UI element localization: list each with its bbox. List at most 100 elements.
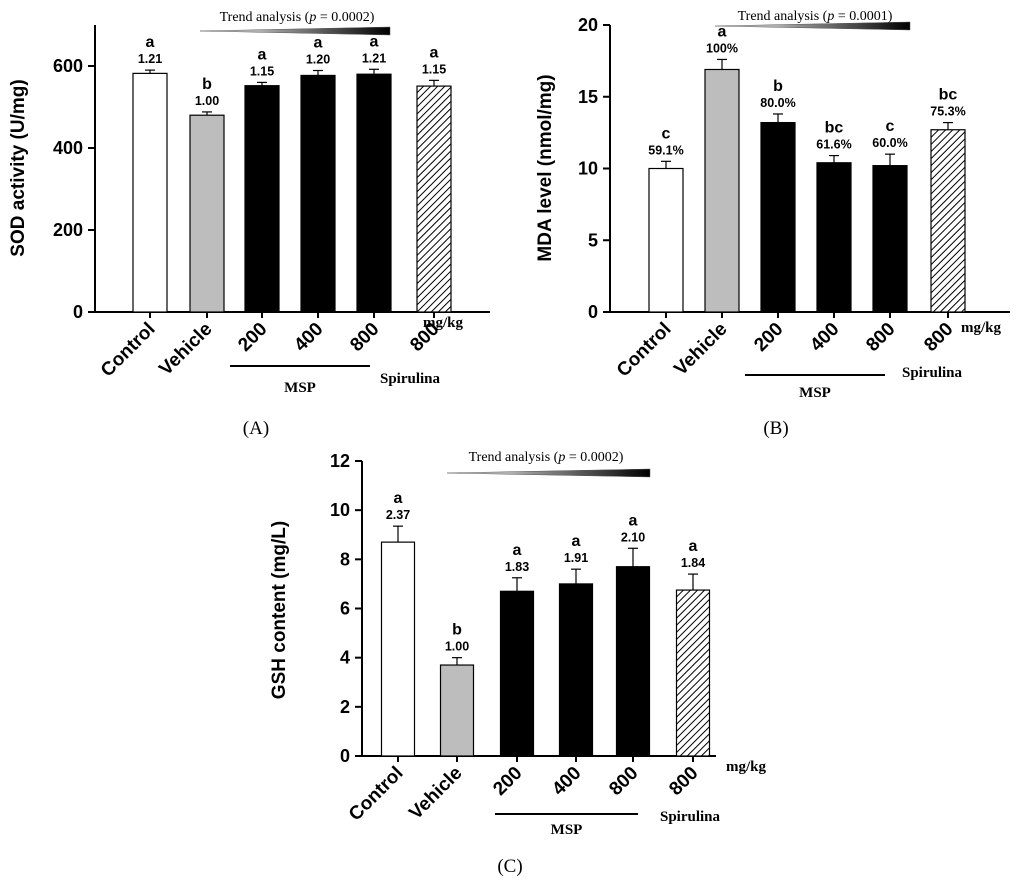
- value-label: 1.15: [422, 62, 446, 76]
- significance-letter: a: [394, 490, 403, 507]
- significance-letter: b: [452, 622, 462, 639]
- trend-suffix: = 0.0002): [565, 450, 623, 465]
- value-label: 100%: [706, 41, 738, 55]
- value-label: 1.83: [505, 560, 529, 574]
- trend-analysis-label: Trend analysis (p = 0.0001): [738, 9, 893, 24]
- y-tick-label: 20: [578, 15, 598, 35]
- panel-label: (A): [243, 418, 269, 439]
- y-axis-title: MDA level (nmol/mg): [535, 74, 556, 261]
- spirulina-group-label: Spirulina: [902, 365, 963, 381]
- bar-4: [356, 73, 392, 313]
- trend-gradient-bar: [199, 26, 391, 36]
- bar-3: [816, 162, 852, 313]
- value-label: 1.00: [445, 640, 469, 654]
- value-label: 1.21: [362, 51, 386, 65]
- trend-p: p: [308, 10, 316, 25]
- value-label: 60.0%: [872, 136, 907, 150]
- y-tick-label: 12: [330, 451, 350, 471]
- y-tick-label: 4: [340, 648, 350, 668]
- bar-3: [300, 74, 336, 313]
- category-label: Vehicle: [155, 319, 216, 380]
- msp-group-label: MSP: [551, 822, 583, 838]
- category-label: 200: [750, 319, 787, 356]
- category-label: 800: [665, 763, 702, 800]
- value-label: 2.10: [621, 530, 645, 544]
- bar-0: [648, 167, 684, 313]
- chart-panel-b: 0 5 10 15 20 MDA level (nmol/mg) Trend analysi…: [535, 9, 1010, 439]
- value-label: 80.0%: [760, 96, 795, 110]
- bar-5: [416, 85, 452, 313]
- trend-gradient-bar: [714, 21, 911, 31]
- spirulina-group-label: Spirulina: [660, 809, 721, 825]
- significance-letter: bc: [939, 87, 958, 104]
- significance-letter: c: [662, 125, 671, 142]
- y-tick-label: 0: [588, 302, 598, 322]
- y-axis-title: GSH content (mg/L): [269, 521, 290, 699]
- significance-letter: a: [430, 44, 439, 61]
- significance-letter: a: [689, 538, 698, 555]
- category-label: 400: [290, 319, 327, 356]
- bar-5: [675, 589, 711, 757]
- chart-panel-c: 0 2 4 6 8 10 12 GSH content (mg/L) Trend analysi…: [269, 450, 767, 877]
- value-label: 59.1%: [648, 143, 683, 157]
- value-label: 1.91: [564, 551, 588, 565]
- bar-1: [189, 114, 225, 313]
- panel-label: (B): [763, 418, 788, 439]
- trend-analysis-label: Trend analysis (p = 0.0002): [220, 10, 375, 25]
- panel-label: (C): [497, 856, 522, 877]
- y-tick-label: 0: [340, 746, 350, 766]
- significance-letter: a: [146, 34, 155, 51]
- trend-gradient-bar: [446, 468, 651, 478]
- unit-label: mg/kg: [961, 320, 1002, 336]
- category-label: 400: [548, 763, 585, 800]
- trend-prefix: Trend analysis (: [220, 10, 310, 25]
- category-label: Vehicle: [670, 319, 731, 380]
- bar-5: [930, 129, 966, 313]
- significance-letter: a: [572, 533, 581, 550]
- bar-0: [132, 72, 168, 313]
- category-label: 800: [346, 319, 383, 356]
- bar-3: [558, 583, 594, 757]
- category-label: 800: [920, 319, 957, 356]
- value-label: 1.21: [138, 52, 162, 66]
- bar-4: [615, 566, 651, 757]
- bar-2: [499, 590, 535, 757]
- significance-letter: bc: [825, 120, 844, 137]
- value-label: 1.15: [250, 64, 274, 78]
- significance-letter: a: [314, 35, 323, 52]
- significance-letter: b: [202, 76, 212, 93]
- y-tick-label: 600: [53, 56, 83, 76]
- msp-group-label: MSP: [799, 385, 831, 401]
- trend-p: p: [557, 450, 565, 465]
- value-label: 75.3%: [930, 105, 965, 119]
- trend-p: p: [826, 9, 834, 24]
- category-label: Vehicle: [405, 763, 466, 824]
- value-label: 1.20: [306, 53, 330, 67]
- value-label: 1.00: [195, 94, 219, 108]
- trend-suffix: = 0.0002): [316, 10, 374, 25]
- spirulina-group-label: Spirulina: [380, 371, 441, 387]
- chart-panel-a: 0 200 400 600 SOD activity (U/mg) Trend analy…: [8, 10, 490, 439]
- bar-1: [439, 664, 475, 757]
- category-label: Control: [345, 763, 408, 826]
- trend-suffix: = 0.0001): [834, 9, 892, 24]
- value-label: 2.37: [386, 508, 410, 522]
- bar-2: [244, 85, 280, 313]
- category-label: 400: [806, 319, 843, 356]
- y-tick-label: 400: [53, 138, 83, 158]
- y-tick-label: 2: [340, 697, 350, 717]
- bar-4: [872, 165, 908, 313]
- value-label: 61.6%: [816, 138, 851, 152]
- significance-letter: a: [718, 23, 727, 40]
- unit-label: mg/kg: [726, 759, 767, 775]
- y-tick-label: 10: [330, 500, 350, 520]
- y-axis-title: SOD activity (U/mg): [8, 79, 29, 256]
- significance-letter: b: [773, 78, 783, 95]
- unit-label: mg/kg: [423, 315, 464, 331]
- y-tick-label: 15: [578, 87, 598, 107]
- value-label: 1.84: [681, 556, 705, 570]
- y-tick-label: 8: [340, 549, 350, 569]
- y-tick-label: 200: [53, 220, 83, 240]
- y-tick-label: 6: [340, 599, 350, 619]
